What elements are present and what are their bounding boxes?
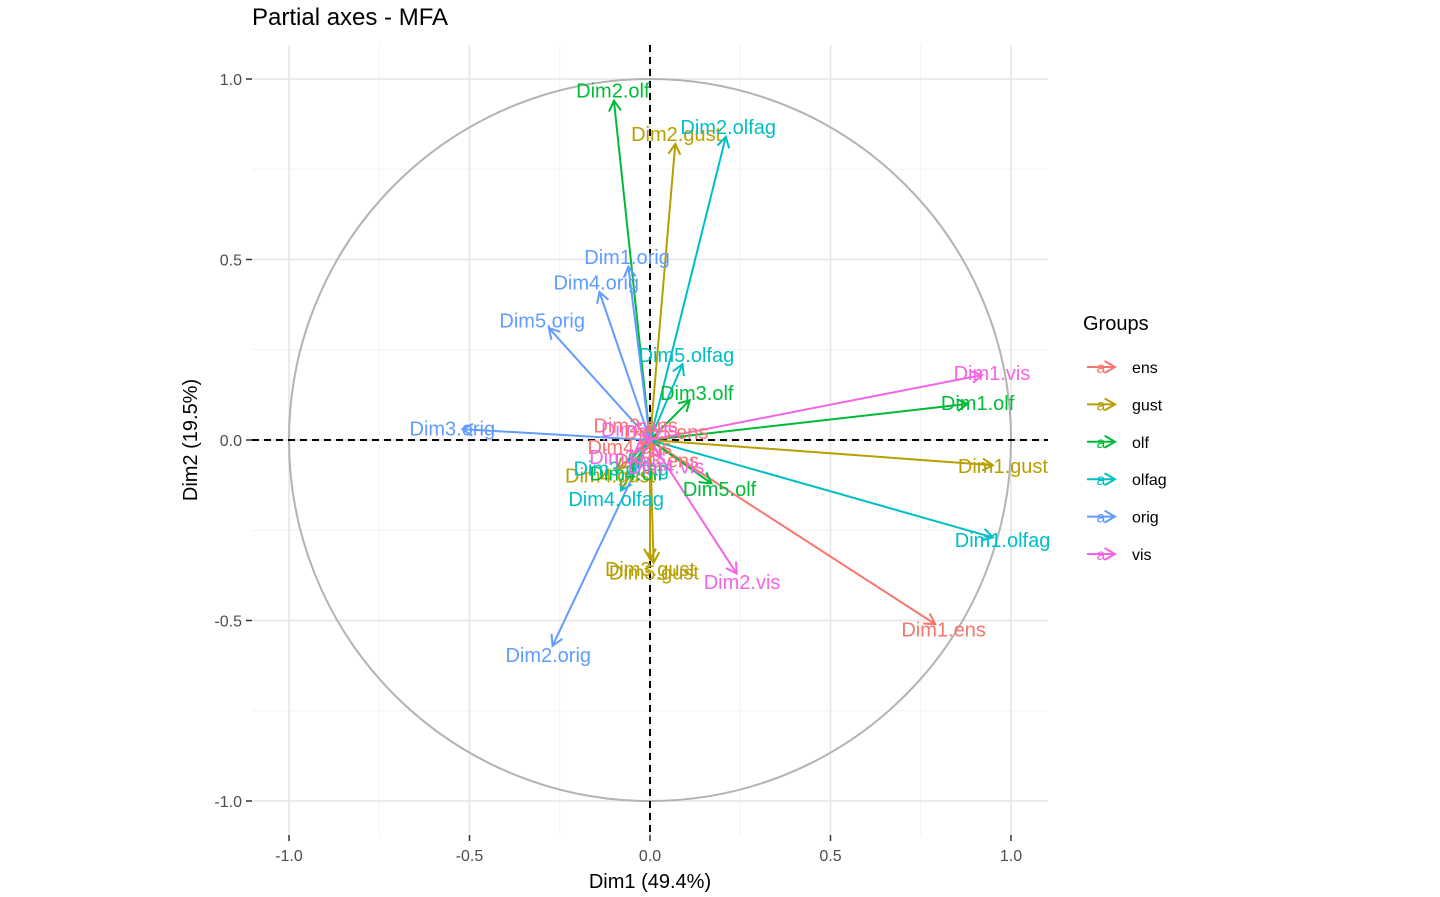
legend-key-olfag [1087,472,1118,487]
var-label-dim2-gust: Dim2.gust [631,124,721,146]
var-label-dim2-vis: Dim2.vis [704,572,781,594]
x-tick-label: -0.5 [456,848,484,865]
arrow-dim5-gust [646,439,661,565]
arrow-dim2-olfag [649,134,731,441]
legend-key-glyph: a [1097,435,1106,452]
legend-label: olf [1132,435,1149,452]
y-axis-label: Dim2 (19.5%) [180,379,202,501]
legend-item-olfag: a olfag [1087,472,1167,489]
legend-label: gust [1132,397,1163,414]
legend-key-orig [1087,509,1118,524]
arrow-dim1-orig [622,264,651,441]
var-label-dim4-ens: Dim4.ens [587,437,671,459]
arrow-dim3-orig [460,422,651,441]
arrow-dim4-vis [649,439,662,460]
var-label-dim4-orig: Dim4.orig [553,273,639,295]
variable-arrows [460,98,995,648]
arrow-dim1-ens [649,439,937,626]
var-label-dim1-olf: Dim1.olf [941,393,1015,415]
legend-key-glyph: a [1097,510,1106,527]
arrow-dim1-olf [649,398,970,441]
var-label-dim3-olfag: Dim3.olfag [573,459,669,481]
legend-item-orig: a orig [1087,510,1159,527]
var-label-dim3-vis: Dim3.vis [589,447,666,469]
arrow-dim5-orig [547,326,651,441]
y-tick-label: -0.5 [214,614,242,631]
legend-item-gust: a gust [1087,397,1163,414]
legend-key-glyph: a [1097,397,1106,414]
var-label-dim1-vis: Dim1.vis [954,363,1031,385]
legend-key-olf [1087,434,1118,449]
legend: Groups a ens a gust a olf a olfag a orig a vis [1083,313,1167,564]
y-tick-label: 1.0 [220,72,242,89]
arrow-dim2-gust [649,141,682,441]
var-label-dim2-olfag: Dim2.olfag [680,117,776,139]
arrow-dim5-olfag [649,362,685,441]
variable-labels: Dim1.ens Dim2.ens Dim3.ensDim4.ensDim5.ens… [410,81,1051,667]
var-label-dim5-vis: Dim5.vis [601,419,678,441]
var-label-dim1-olfag: Dim1.olfag [955,530,1051,552]
var-label-dim2-orig: Dim2.orig [505,645,591,667]
arrow-dim3-olf [649,398,692,441]
arrow-dim4-orig [596,290,651,441]
arrow-dim1-olfag [649,439,995,542]
legend-label: olfag [1132,472,1167,489]
var-label-dim3-ens: Dim3.ens [615,450,699,472]
arrow-dim2-vis [649,439,738,576]
var-label-dim5-olf: Dim5.olf [683,479,757,501]
legend-key-glyph: a [1097,360,1106,377]
legend-key-gust [1087,397,1118,412]
var-label-dim2-ens: Dim2.ens [593,416,677,438]
var-label-dim4-olf: Dim4.olf [589,463,663,485]
arrow-dim1-gust [649,439,995,472]
var-label-dim4-olfag: Dim4.olfag [568,489,664,511]
var-label-dim5-olfag: Dim5.olfag [639,345,735,367]
legend-key-vis [1087,547,1118,561]
legend-key-glyph: a [1097,547,1106,564]
legend-label: ens [1132,360,1158,377]
x-axis-label: Dim1 (49.4%) [589,871,711,893]
var-label-dim1-gust: Dim1.gust [958,456,1048,478]
var-label-dim5-ens: Dim5.ens [624,422,708,444]
var-label-dim3-olf: Dim3.olf [660,383,734,405]
arrow-dim2-orig [550,439,651,648]
legend-label: vis [1132,547,1152,564]
legend-item-olf: a olf [1087,435,1149,452]
legend-key-ens [1087,360,1118,374]
legend-item-ens: a ens [1087,360,1158,377]
x-tick-label: 0.0 [639,848,661,865]
x-tick-label: 0.5 [819,848,841,865]
x-tick-label: 1.0 [1000,848,1022,865]
y-tick-label: -1.0 [214,794,242,811]
legend-title: Groups [1083,313,1149,335]
var-label-dim2-olf: Dim2.olf [576,81,650,103]
x-axis-ticks: -1.0 -0.5 0.0 0.5 1.0 [275,835,1022,865]
var-label-dim4-vis: Dim4.vis [628,457,705,479]
var-label-dim5-gust: Dim5.gust [609,563,699,585]
var-label-dim4-gust: Dim4.gust [565,466,655,488]
var-label-dim1-orig: Dim1.orig [584,247,670,269]
arrow-dim5-vis [644,434,659,449]
arrow-dim1-vis [649,370,985,441]
var-label-dim3-orig: Dim3.orig [410,419,496,441]
var-label-dim5-orig: Dim5.orig [499,311,585,333]
var-label-dim3-gust: Dim3.gust [605,559,695,581]
legend-key-glyph: a [1097,472,1106,489]
chart-title: Partial axes - MFA [252,4,448,31]
y-tick-label: 0.5 [220,253,242,270]
y-tick-label: 0.0 [220,433,242,450]
var-label-dim1-ens: Dim1.ens [901,620,985,642]
x-tick-label: -1.0 [275,848,303,865]
y-axis-ticks: -1.0 -0.5 0.0 0.5 1.0 [214,72,252,811]
legend-item-vis: a vis [1087,547,1152,564]
legend-label: orig [1132,510,1159,527]
